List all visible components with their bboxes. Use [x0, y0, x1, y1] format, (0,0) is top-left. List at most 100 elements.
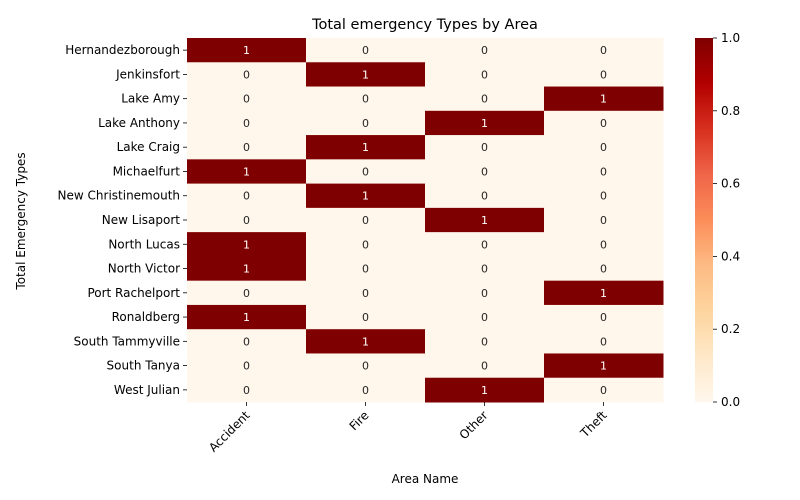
- y-tick-label: New Lisaport: [102, 213, 181, 227]
- heatmap-cell: [544, 329, 664, 354]
- heatmap-cell: [306, 304, 426, 330]
- heatmap-cell: [425, 353, 545, 379]
- cell-value-label: 1: [243, 311, 250, 324]
- y-tick-label: Port Rachelport: [87, 286, 180, 300]
- heatmap-cell: [187, 280, 307, 306]
- heatmap-cell: [187, 232, 307, 257]
- heatmap-cell: [544, 256, 664, 282]
- cell-value-label: 0: [600, 214, 607, 227]
- cell-value-label: 0: [481, 165, 488, 178]
- cell-value-label: 0: [243, 287, 250, 300]
- cell-value-label: 0: [600, 190, 607, 203]
- heatmap-cell: [187, 159, 307, 185]
- heatmap-cell: [306, 110, 426, 136]
- heatmap-cell: [425, 304, 545, 330]
- heatmap-cell: [306, 86, 426, 112]
- heatmap-cell: [187, 256, 307, 282]
- cell-value-label: 0: [481, 141, 488, 154]
- cell-value-label: 0: [600, 384, 607, 397]
- heatmap-cell: [187, 207, 307, 233]
- cell-value-label: 0: [362, 117, 369, 130]
- cell-value-label: 0: [243, 190, 250, 203]
- cell-value-label: 0: [362, 384, 369, 397]
- cell-value-label: 1: [362, 141, 369, 154]
- cell-value-label: 0: [481, 190, 488, 203]
- cell-value-label: 0: [243, 384, 250, 397]
- heatmap-cell: [306, 232, 426, 257]
- cell-value-label: 0: [600, 117, 607, 130]
- x-tick-label: Theft: [577, 408, 610, 441]
- cell-value-label: 1: [243, 263, 250, 276]
- cell-value-label: 0: [362, 44, 369, 57]
- heatmap-cell: [544, 183, 664, 209]
- heatmap-cells: [187, 38, 664, 403]
- x-axis-ticks: Accident Fire Other Theft: [206, 402, 610, 455]
- heatmap-cell: [187, 377, 307, 403]
- cell-value-label: 1: [243, 165, 250, 178]
- heatmap-cell: [187, 62, 307, 88]
- heatmap-cell: [544, 159, 664, 185]
- cell-value-label: 0: [481, 311, 488, 324]
- heatmap-cell: [425, 232, 545, 257]
- y-tick-label: Michaelfurt: [113, 164, 181, 178]
- y-tick-label: South Tammyville: [74, 334, 180, 348]
- heatmap-cell: [306, 135, 426, 160]
- colorbar-tick-label: 0.4: [721, 249, 740, 263]
- x-tick-label: Accident: [206, 408, 253, 455]
- cell-value-label: 0: [243, 117, 250, 130]
- cell-value-label: 0: [481, 263, 488, 276]
- x-tick-label: Other: [457, 408, 491, 442]
- heatmap-cell: [425, 280, 545, 306]
- y-tick-label: Hernandezborough: [65, 43, 180, 57]
- colorbar-tick-label: 0.2: [721, 322, 740, 336]
- x-axis-label: Area Name: [392, 472, 459, 486]
- cell-value-label: 0: [362, 214, 369, 227]
- heatmap-cell: [425, 86, 545, 112]
- heatmap-cell: [425, 38, 545, 63]
- heatmap-cell: [187, 38, 307, 63]
- cell-value-label: 1: [362, 190, 369, 203]
- cell-value-label: 0: [362, 287, 369, 300]
- cell-value-label: 0: [600, 263, 607, 276]
- x-tick-label: Fire: [347, 408, 372, 433]
- heatmap-cell: [187, 110, 307, 136]
- heatmap-cell: [544, 304, 664, 330]
- heatmap-cell: [306, 377, 426, 403]
- heatmap-cell: [544, 110, 664, 136]
- colorbar-tick-label: 0.8: [721, 104, 740, 118]
- cell-value-label: 0: [362, 360, 369, 373]
- heatmap-cell: [306, 159, 426, 185]
- cell-value-label: 0: [481, 68, 488, 81]
- cell-value-label: 1: [600, 360, 607, 373]
- heatmap-cell: [306, 62, 426, 88]
- colorbar-tick-label: 1.0: [721, 31, 740, 45]
- cell-value-label: 1: [600, 93, 607, 106]
- heatmap-cell: [306, 207, 426, 233]
- heatmap-cell: [544, 62, 664, 88]
- heatmap-cell: [187, 353, 307, 379]
- cell-value-label: 0: [362, 263, 369, 276]
- cell-value-label: 0: [243, 141, 250, 154]
- y-tick-label: West Julian: [114, 383, 180, 397]
- y-tick-label: Lake Amy: [121, 92, 180, 106]
- y-tick-label: Jenkinsfort: [115, 67, 180, 81]
- cell-value-label: 1: [481, 117, 488, 130]
- heatmap-cell: [544, 207, 664, 233]
- heatmap-cell: [544, 353, 664, 379]
- cell-value-label: 0: [243, 360, 250, 373]
- heatmap-cell: [187, 86, 307, 112]
- heatmap-cell: [425, 183, 545, 209]
- heatmap-cell: [544, 377, 664, 403]
- heatmap-cell: [544, 232, 664, 257]
- heatmap-cell: [187, 135, 307, 160]
- heatmap-cell: [544, 86, 664, 112]
- heatmap-cell: [544, 135, 664, 160]
- cell-value-label: 0: [481, 335, 488, 348]
- cell-value-label: 0: [243, 335, 250, 348]
- cell-value-label: 0: [481, 238, 488, 251]
- heatmap-cell: [425, 110, 545, 136]
- cell-value-label: 0: [600, 44, 607, 57]
- cell-value-label: 1: [243, 238, 250, 251]
- cell-value-label: 0: [362, 93, 369, 106]
- cell-value-label: 1: [481, 384, 488, 397]
